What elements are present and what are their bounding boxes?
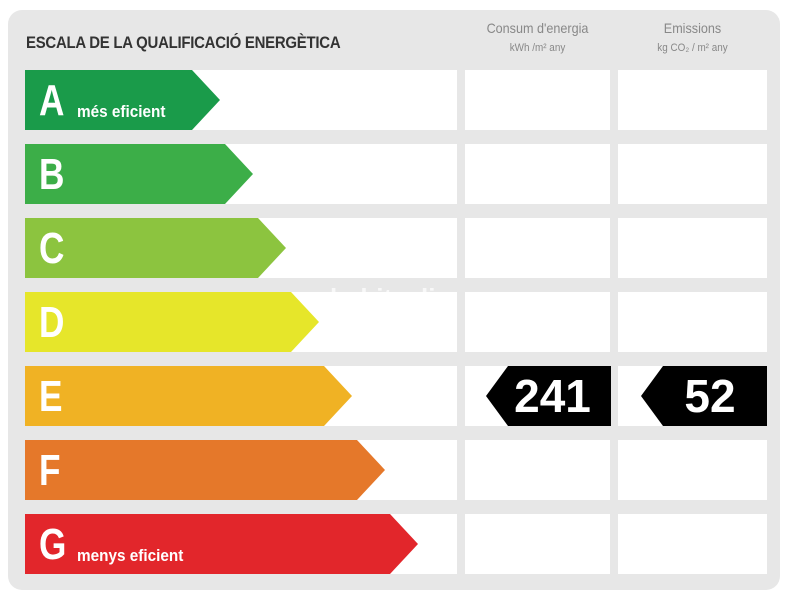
class-arrow-c: C [25,218,286,278]
emissions-cell-a [618,70,767,130]
class-letter: A [39,76,65,125]
class-letter: E [39,372,63,421]
consumption-value-badge: 241 [486,366,611,426]
emissions-cell-b [618,144,767,204]
class-letter: F [39,446,61,495]
emissions-cell-g [618,514,767,574]
consumption-cell-b [465,144,610,204]
class-sublabel: més eficient [77,102,166,121]
class-letter: C [39,224,65,273]
label-title: ESCALA DE LA QUALIFICACIÓ ENERGÈTICA [26,33,341,52]
consumption-label: Consum d'energia [486,20,589,36]
consumption-cell-c [465,218,610,278]
emissions-header: Emissions kg CO₂ / m² any [625,18,759,58]
class-letter: D [39,298,65,347]
emissions-cell-c [618,218,767,278]
consumption-cell-a [465,70,610,130]
consumption-cell-d [465,292,610,352]
emissions-label: Emissions [663,20,722,36]
consumption-unit: kWh /m² any [509,42,566,54]
consumption-cell-f [465,440,610,500]
emissions-value-badge: 52 [641,366,767,426]
class-arrow-b: B [25,144,253,204]
watermark: habitaclia [330,283,450,313]
class-arrow-e: E [25,366,352,426]
class-sublabel: menys eficient [77,546,184,565]
consumption-cell-g [465,514,610,574]
consumption-header: Consum d'energia kWh /m² any [472,18,603,58]
class-arrow-f: F [25,440,385,500]
class-letter: G [39,520,67,569]
emissions-cell-f [618,440,767,500]
class-letter: B [39,150,65,199]
emissions-unit: kg CO₂ / m² any [657,42,728,54]
class-arrow-d: D [25,292,319,352]
emissions-cell-d [618,292,767,352]
